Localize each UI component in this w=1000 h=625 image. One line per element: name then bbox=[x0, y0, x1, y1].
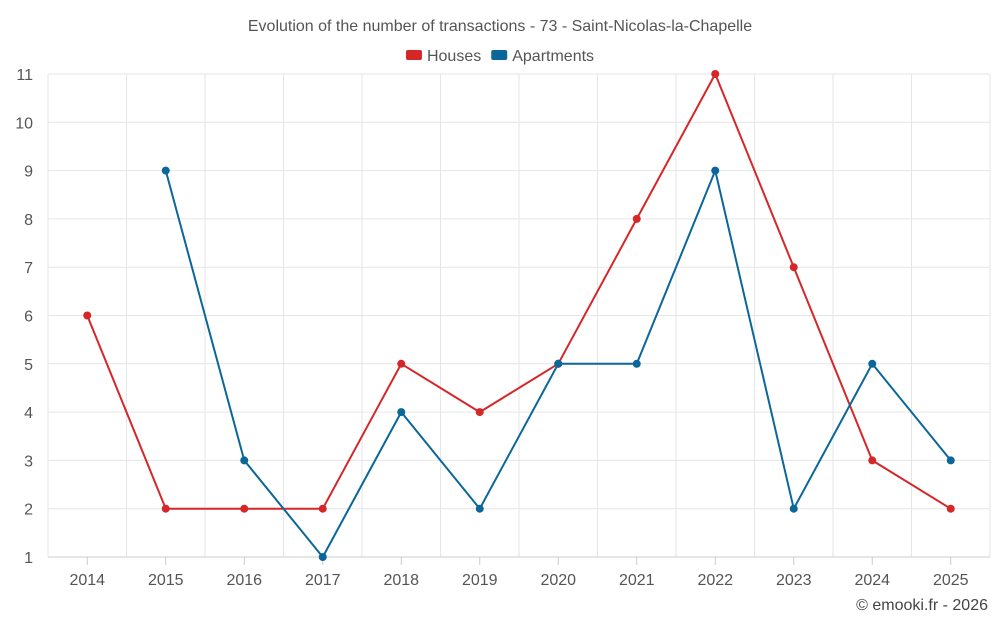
x-tick-label: 2022 bbox=[697, 572, 733, 589]
x-tick-label: 2019 bbox=[462, 572, 498, 589]
legend-item-houses: Houses bbox=[405, 48, 481, 65]
x-tick-label: 2018 bbox=[383, 572, 419, 589]
x-tick-label: 2017 bbox=[305, 572, 341, 589]
data-point-houses bbox=[475, 408, 484, 417]
series-line-houses bbox=[86, 73, 952, 510]
data-point-apartments bbox=[475, 504, 484, 513]
data-point-houses bbox=[711, 70, 720, 78]
series-group bbox=[83, 70, 955, 561]
data-point-apartments bbox=[318, 553, 327, 561]
data-point-apartments bbox=[554, 359, 563, 368]
legend-label-houses: Houses bbox=[427, 48, 481, 65]
x-tick-label: 2021 bbox=[619, 572, 655, 589]
legend-swatch-houses bbox=[405, 50, 422, 60]
data-point-apartments bbox=[946, 456, 955, 465]
axes: 1 2 3 4 5 6 7 8 9 10 11 2014 2015 2016 2017 2018 2019 202… bbox=[15, 67, 990, 589]
data-point-houses bbox=[397, 359, 406, 368]
data-point-houses bbox=[868, 456, 877, 465]
data-point-apartments bbox=[240, 456, 249, 465]
series-houses bbox=[83, 70, 955, 513]
x-tick-label: 2015 bbox=[148, 572, 184, 589]
data-point-houses bbox=[318, 504, 327, 513]
data-point-apartments bbox=[711, 166, 720, 175]
x-tick-label: 2024 bbox=[854, 572, 890, 589]
data-point-apartments bbox=[632, 359, 641, 368]
y-tick-label: 7 bbox=[24, 260, 33, 277]
y-tick-label: 8 bbox=[24, 212, 33, 229]
data-point-apartments bbox=[789, 504, 798, 513]
legend-item-apartments: Apartments bbox=[491, 48, 594, 65]
x-tick-label: 2025 bbox=[933, 572, 969, 589]
data-point-houses bbox=[789, 263, 798, 272]
data-point-apartments bbox=[397, 408, 406, 417]
x-tick-label: 2016 bbox=[226, 572, 262, 589]
y-tick-label: 2 bbox=[24, 502, 33, 519]
credit-text: © emooki.fr - 2026 bbox=[856, 597, 988, 614]
y-tick-label: 11 bbox=[16, 67, 33, 84]
x-tick-label: 2023 bbox=[776, 572, 812, 589]
y-tick-label: 6 bbox=[24, 309, 33, 326]
x-tick-label: 2020 bbox=[540, 572, 576, 589]
data-point-houses bbox=[240, 504, 249, 513]
data-point-apartments bbox=[161, 166, 170, 175]
y-tick-label: 5 bbox=[24, 357, 33, 374]
data-point-houses bbox=[83, 311, 92, 320]
data-point-houses bbox=[632, 214, 641, 223]
series-apartments bbox=[161, 166, 955, 561]
data-point-houses bbox=[161, 504, 170, 513]
y-tick-label: 3 bbox=[24, 453, 33, 470]
y-tick-label: 9 bbox=[24, 164, 33, 181]
legend-label-apartments: Apartments bbox=[512, 48, 594, 65]
data-point-apartments bbox=[868, 359, 877, 368]
grid bbox=[47, 73, 991, 557]
data-point-houses bbox=[946, 504, 955, 513]
legend-swatch-apartments bbox=[491, 50, 508, 60]
y-tick-label: 10 bbox=[15, 115, 33, 132]
y-tick-label: 4 bbox=[24, 405, 33, 422]
legend: Houses Apartments bbox=[405, 48, 594, 65]
x-tick-label: 2014 bbox=[69, 572, 105, 589]
y-tick-label: 1 bbox=[24, 550, 33, 567]
chart-title: Evolution of the number of transactions … bbox=[248, 18, 752, 35]
